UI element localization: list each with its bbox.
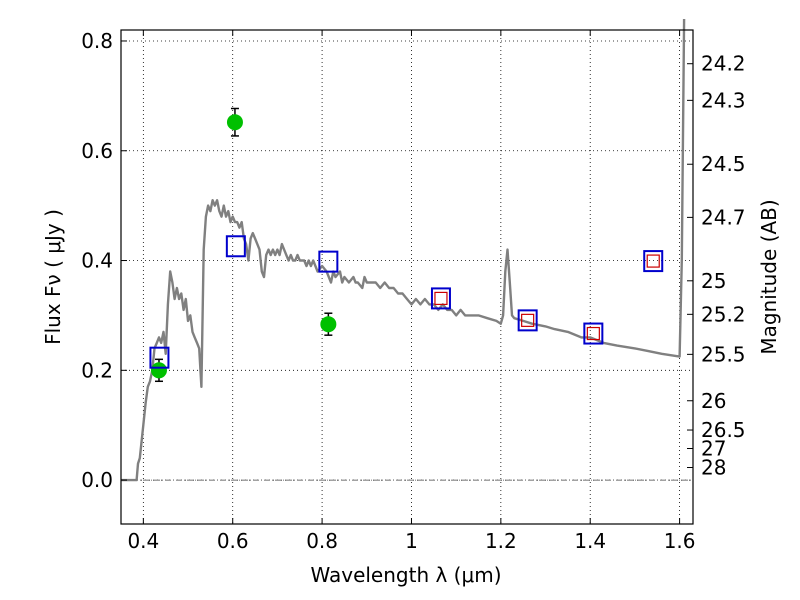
x-tick-label-3: 1 [405, 529, 418, 553]
mag-tick-label-1: 24.3 [701, 88, 746, 112]
mag-tick-label-5: 25.2 [701, 302, 746, 326]
y-axis-title: Flux Fν ( μJy ) [41, 209, 65, 345]
y-tick-label-0: 0.0 [81, 468, 113, 492]
x-axis-title: Wavelength λ (μm) [310, 563, 501, 587]
model-photometry-square-2 [318, 250, 339, 273]
y-axis-ticks: 0.0 0.2 0.4 0.6 0.8 [81, 29, 127, 492]
x-tick-label-2: 0.8 [306, 529, 338, 553]
synthetic-square-0 [434, 291, 448, 306]
observed-point-1 [226, 114, 243, 131]
y-tick-label-1: 0.2 [81, 358, 113, 382]
observed-point-2 [320, 316, 337, 333]
model-photometry-square-1 [225, 235, 246, 258]
mag-tick-label-3: 24.7 [701, 205, 746, 229]
mag-tick-label-9: 27 [701, 437, 726, 461]
y-tick-label-2: 0.4 [81, 249, 113, 273]
plot-area [121, 18, 686, 482]
axes-frame [120, 29, 694, 525]
x-tick-label-5: 1.4 [574, 529, 606, 553]
magnitude-axis-title: Magnitude (AB) [757, 199, 781, 354]
x-axis-ticks: 0.4 0.6 0.8 1 1.2 1.4 1.6 [127, 30, 696, 553]
synthetic-square-2 [586, 326, 600, 341]
mag-tick-label-7: 26 [701, 389, 726, 413]
x-tick-label-6: 1.6 [664, 529, 696, 553]
model-photometry-square-6 [643, 250, 664, 273]
mag-tick-label-0: 24.2 [701, 52, 746, 76]
mag-tick-label-10: 28 [701, 456, 726, 480]
x-tick-label-1: 0.6 [217, 529, 249, 553]
x-tick-label-4: 1.2 [485, 529, 517, 553]
model-photometry-square-4 [517, 309, 538, 332]
mag-tick-label-4: 25 [701, 269, 726, 293]
y-tick-label-4: 0.8 [81, 29, 113, 53]
model-photometry-square-0 [149, 346, 170, 369]
y-tick-label-3: 0.6 [81, 139, 113, 163]
synthetic-square-3 [646, 254, 660, 268]
observed-point-0 [150, 362, 167, 379]
mag-tick-label-8: 26.5 [701, 418, 746, 442]
mag-tick-label-6: 25.5 [701, 342, 746, 366]
model-photometry-square-5 [583, 322, 604, 345]
grid-lines [121, 30, 693, 524]
model-spectrum-line [121, 18, 686, 482]
x-tick-label-0: 0.4 [127, 529, 159, 553]
synthetic-square-1 [521, 313, 535, 327]
mag-tick-label-2: 24.5 [701, 152, 746, 176]
model-photometry-square-3 [430, 287, 451, 310]
